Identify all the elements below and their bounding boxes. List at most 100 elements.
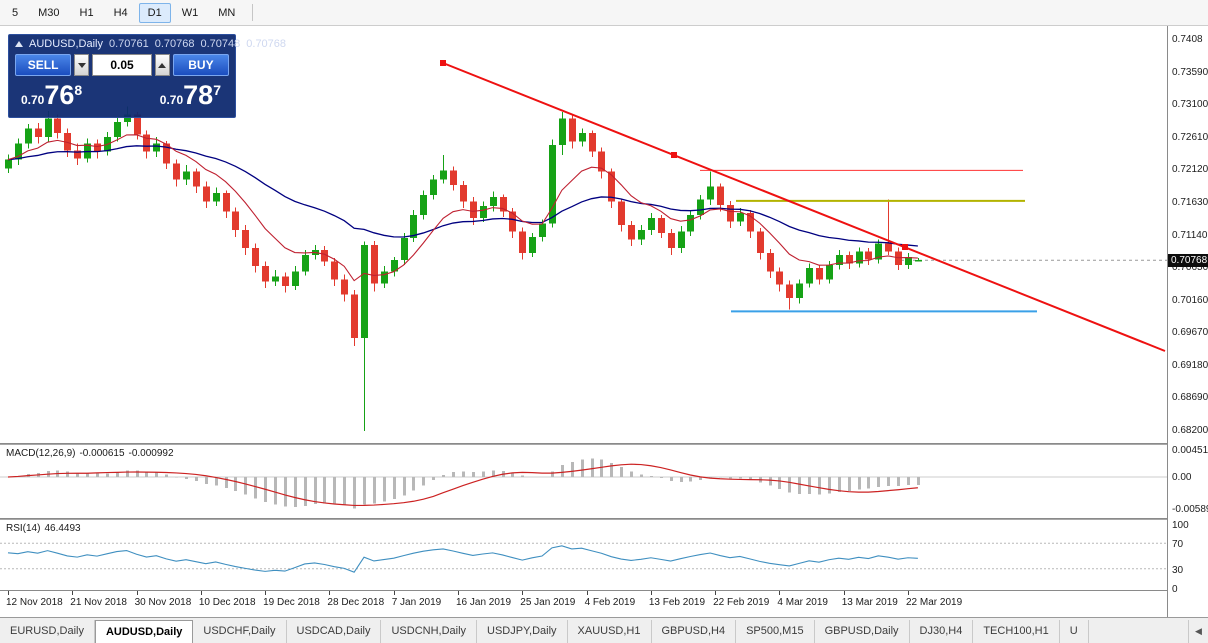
- volume-decrease-button[interactable]: [74, 54, 89, 76]
- sell-price-big-digits: 76: [44, 80, 75, 110]
- sell-price-pipette: 8: [74, 82, 83, 98]
- rsi-scale-label: 30: [1172, 564, 1184, 576]
- time-axis-tick: [715, 591, 716, 595]
- timeframe-button-d1[interactable]: D1: [138, 2, 171, 23]
- buy-price-pipette: 7: [213, 82, 221, 98]
- price-axis-label: 0.73590: [1172, 66, 1208, 78]
- price-axis-label: 0.68200: [1172, 425, 1208, 436]
- timeframe-button-h4[interactable]: H4: [113, 6, 128, 19]
- macd-scale-label: 0.004517: [1172, 445, 1208, 457]
- chart-tab-audusd-daily[interactable]: AUDUSD,Daily: [94, 620, 194, 643]
- trendline-handle: [902, 244, 908, 250]
- chart-tab-usdchf-daily[interactable]: USDCHF,Daily: [193, 620, 287, 643]
- price-scale-column[interactable]: [1167, 26, 1208, 617]
- chart-macd-splitter[interactable]: [0, 443, 1208, 445]
- time-axis-label: 10 Dec 2018: [198, 597, 256, 608]
- timeframe-button-h1[interactable]: H1: [79, 6, 94, 19]
- tab-scroll-left-button[interactable]: ◀: [1188, 620, 1208, 643]
- chart-tab-dj30-h4[interactable]: DJ30,H4: [910, 620, 974, 643]
- macd-scale-label: -0.005899: [1172, 504, 1208, 515]
- rsi-line: [7, 545, 918, 573]
- candles-group: [5, 106, 922, 432]
- time-axis-label: 22 Feb 2019: [713, 597, 770, 608]
- time-axis-label: 28 Dec 2018: [327, 597, 385, 608]
- time-axis-label: 19 Dec 2018: [263, 597, 320, 608]
- macd-value-2: -0.000992: [128, 448, 174, 459]
- timeframe-button-5[interactable]: 5: [12, 6, 19, 19]
- macd-indicator-canvas[interactable]: [0, 445, 1167, 518]
- time-axis-label: 22 Mar 2019: [905, 597, 963, 608]
- time-axis-tick: [72, 591, 73, 595]
- time-axis-tick: [587, 591, 588, 595]
- time-axis-label: 4 Feb 2019: [584, 597, 636, 608]
- time-axis-tick: [394, 591, 395, 595]
- one-click-trading-panel: AUDUSD,Daily 0.70761 0.70768 0.70748 0.7…: [8, 34, 286, 118]
- sell-button[interactable]: SELL: [15, 54, 72, 76]
- macd-name: MACD(12,26,9): [6, 448, 76, 459]
- price-axis-label: 0.7408: [1172, 34, 1203, 45]
- time-axis-label: 16 Jan 2019: [455, 597, 512, 608]
- chart-tab-usdcnh-daily[interactable]: USDCNH,Daily: [381, 620, 478, 643]
- rsi-name: RSI(14): [6, 523, 41, 534]
- collapse-panel-icon[interactable]: [15, 41, 23, 47]
- volume-increase-button[interactable]: [155, 54, 170, 76]
- price-axis-label: 0.69670: [1172, 327, 1208, 339]
- buy-price-big-digits: 78: [183, 80, 214, 110]
- time-axis-label: 25 Jan 2019: [520, 597, 576, 608]
- sell-price-prefix: 0.70: [21, 93, 45, 107]
- rsi-indicator-label: RSI(14) 46.4493: [6, 523, 85, 534]
- timeframe-button-w1[interactable]: W1: [181, 6, 199, 19]
- chart-tab-gbpusd-h4[interactable]: GBPUSD,H4: [652, 620, 737, 643]
- price-axis-label: 0.70650: [1172, 262, 1208, 274]
- trendline-handle: [440, 60, 446, 66]
- timeframe-toolbar: 5 M30 H1 H4 D1 W1 MN: [0, 0, 1208, 26]
- time-axis-label: 4 Mar 2019: [777, 597, 828, 608]
- price-axis-label: 0.72120: [1172, 164, 1208, 176]
- ohlc-low-value: 0.70748: [200, 38, 241, 50]
- macd-signal-line: [7, 463, 918, 507]
- chart-tab-u[interactable]: U: [1060, 620, 1089, 643]
- rsi-scale-label: 70: [1172, 539, 1184, 551]
- chart-symbol-label: AUDUSD,Daily: [29, 38, 103, 50]
- time-axis-tick: [329, 591, 330, 595]
- time-axis-tick: [458, 591, 459, 595]
- macd-rsi-splitter[interactable]: [0, 518, 1208, 520]
- time-axis-separator: [0, 590, 1208, 591]
- timeframe-button-mn[interactable]: MN: [218, 6, 236, 19]
- arrow-down-icon: [77, 62, 86, 68]
- chart-tab-gbpusd-daily[interactable]: GBPUSD,Daily: [815, 620, 910, 643]
- price-axis-label: 0.71140: [1172, 229, 1208, 241]
- chart-tabs-bar: EURUSD,Daily AUDUSD,Daily USDCHF,Daily USDC…: [0, 617, 1208, 643]
- price-axis-label: 0.69180: [1172, 359, 1208, 371]
- time-axis-tick: [779, 591, 780, 595]
- price-axis-label: 0.73100: [1172, 99, 1208, 111]
- buy-price-prefix: 0.70: [159, 93, 184, 107]
- trendline-handle: [671, 152, 677, 158]
- toolbar-separator: [252, 4, 254, 21]
- chart-tab-eurusd-daily[interactable]: EURUSD,Daily: [0, 620, 95, 643]
- time-axis-label: 13 Feb 2019: [648, 597, 706, 608]
- volume-input[interactable]: [92, 54, 152, 76]
- chart-tab-xauusd-h1[interactable]: XAUUSD,H1: [568, 620, 652, 643]
- time-axis-tick: [201, 591, 202, 595]
- price-chart-canvas[interactable]: [0, 26, 1167, 443]
- chart-title-row: AUDUSD,Daily 0.70761 0.70768 0.70748 0.7…: [9, 35, 286, 51]
- ohlc-open-value: 0.70761: [108, 38, 149, 50]
- chart-tab-usdcad-daily[interactable]: USDCAD,Daily: [287, 620, 382, 643]
- rsi-value: 46.4493: [44, 523, 81, 534]
- arrow-up-icon: [158, 62, 167, 68]
- time-axis-label: 13 Mar 2019: [841, 597, 898, 608]
- chart-tab-usdjpy-daily[interactable]: USDJPY,Daily: [477, 620, 568, 643]
- time-axis-tick: [651, 591, 652, 595]
- time-axis-tick: [522, 591, 523, 595]
- rsi-scale-label: 0: [1172, 584, 1178, 595]
- descending-trendline: [442, 62, 1166, 352]
- rsi-indicator-canvas[interactable]: [0, 520, 1167, 590]
- chart-tab-sp500-m15[interactable]: SP500,M15: [736, 620, 815, 643]
- buy-button[interactable]: BUY: [172, 54, 229, 76]
- macd-value-1: -0.000615: [79, 448, 125, 459]
- chart-tab-tech100-h1[interactable]: TECH100,H1: [973, 620, 1060, 643]
- time-axis-tick: [8, 591, 9, 595]
- timeframe-button-m30[interactable]: M30: [38, 6, 60, 19]
- rsi-scale-label: 100: [1172, 520, 1189, 531]
